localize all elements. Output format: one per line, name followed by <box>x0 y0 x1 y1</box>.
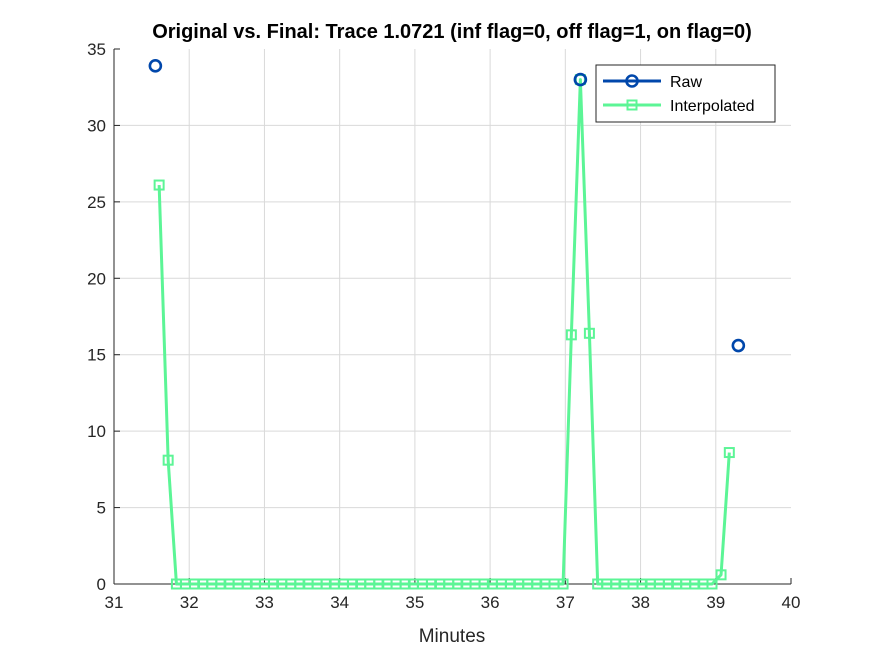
x-tick-label: 40 <box>782 593 801 612</box>
y-tick-label: 35 <box>87 40 106 59</box>
raw-point <box>731 338 746 353</box>
y-tick-label: 0 <box>97 575 106 594</box>
x-tick-label: 35 <box>405 593 424 612</box>
interpolated-point <box>153 179 165 191</box>
legend: Raw Interpolated <box>595 64 776 123</box>
grid <box>114 49 791 584</box>
legend-entry-raw: Raw <box>603 74 702 91</box>
legend-box <box>595 64 776 123</box>
series-raw <box>148 59 746 353</box>
interpolated-point <box>565 329 577 341</box>
x-tick-label: 38 <box>631 593 650 612</box>
interpolated-point <box>583 327 595 339</box>
x-tick-label: 36 <box>481 593 500 612</box>
y-tick-label: 5 <box>97 499 106 518</box>
axes: 31 32 33 34 35 36 37 38 39 40 0 5 10 15 20 25 30 35 <box>87 40 800 612</box>
interpolated-point <box>626 99 638 111</box>
x-tick-label: 37 <box>556 593 575 612</box>
y-tick-label: 15 <box>87 346 106 365</box>
y-tick-label: 20 <box>87 269 106 288</box>
x-tick-label: 31 <box>105 593 124 612</box>
plot-area <box>114 49 791 584</box>
interpolated-point <box>557 578 569 590</box>
legend-label: Raw <box>670 74 702 91</box>
series-interpolated <box>153 74 735 590</box>
raw-point <box>148 59 163 73</box>
interpolated-point <box>706 578 718 590</box>
series-layer <box>148 59 746 590</box>
x-tick-label: 33 <box>255 593 274 612</box>
x-tick-label: 34 <box>330 593 349 612</box>
interpolated-point <box>162 454 174 466</box>
raw-point <box>625 74 639 88</box>
x-tick-label: 32 <box>180 593 199 612</box>
y-tick-label: 10 <box>87 422 106 441</box>
interpolated-point <box>723 447 735 459</box>
interpolated-point <box>715 569 727 581</box>
y-tick-label: 25 <box>87 193 106 212</box>
legend-label: Interpolated <box>670 98 755 115</box>
raw-point <box>573 72 588 87</box>
y-tick-label: 30 <box>87 116 106 135</box>
x-tick-label: 39 <box>706 593 725 612</box>
x-axis-title: Minutes <box>419 626 486 647</box>
chart-title: Original vs. Final: Trace 1.0721 (inf fl… <box>152 21 752 43</box>
legend-entry-interpolated: Interpolated <box>603 98 755 115</box>
